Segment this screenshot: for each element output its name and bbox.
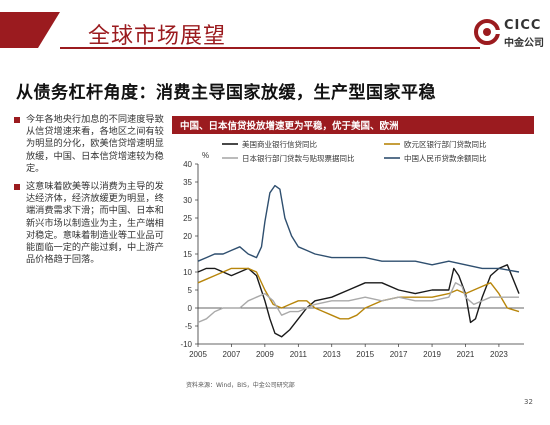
y-tick-label: 10 (183, 268, 192, 277)
y-tick-label: 20 (183, 232, 192, 241)
source-note: 资料来源：Wind，BIS，中金公司研究部 (186, 382, 295, 389)
slide-subtitle: 从债务杠杆角度：消费主导国家放缓，生产型国家平稳 (16, 83, 436, 103)
header-band: 全球市场展望 (0, 0, 550, 62)
x-tick-label: 2013 (323, 350, 341, 359)
y-tick-label: 30 (183, 196, 192, 205)
y-tick-label: 35 (183, 178, 192, 187)
chart-title: 中国、日本信贷投放增速更为平稳，优于美国、欧洲 (180, 121, 399, 132)
x-tick-label: 2017 (390, 350, 408, 359)
y-tick-label: 5 (188, 286, 193, 295)
y-axis-unit-label: % (202, 151, 209, 160)
bullet-item: 今年各地央行加息的不同速度导致从信贷增速来看，各地区之间有较为明显的分化，欧美信… (14, 114, 169, 175)
x-tick-label: 2007 (223, 350, 241, 359)
x-tick-label: 2023 (490, 350, 508, 359)
x-tick-label: 2009 (256, 350, 274, 359)
y-tick-label: -5 (185, 322, 193, 331)
logo-text-en: CICC (504, 18, 542, 33)
bullet-list: 今年各地央行加息的不同速度导致从信贷增速来看，各地区之间有较为明显的分化，欧美信… (14, 114, 169, 272)
legend-label-4: 中国人民币贷款余额同比 (404, 153, 487, 163)
brand-logo: CICC 中金公司 (474, 16, 544, 50)
x-tick-label: 2005 (189, 350, 207, 359)
page-number: 32 (524, 398, 533, 406)
header-accent-triangle (38, 12, 60, 48)
series-line-2 (197, 267, 520, 320)
bullet-square-icon (14, 117, 20, 123)
legend-label-1: 美国商业银行信贷同比 (242, 139, 317, 149)
bullet-item: 这意味着欧美等以消费为主导的发达经济体，经济放缓更为明显，终端消费需求下滑；而中… (14, 181, 169, 266)
bullet-text: 这意味着欧美等以消费为主导的发达经济体，经济放缓更为明显，终端消费需求下滑；而中… (26, 181, 164, 266)
series-line-3 (197, 282, 519, 324)
x-tick-label: 2021 (457, 350, 475, 359)
y-tick-label: 25 (183, 214, 192, 223)
y-tick-label: 15 (183, 250, 192, 259)
bullet-square-icon (14, 184, 20, 191)
legend-label-3: 日本银行部门贷款与贴现票据同比 (242, 153, 355, 163)
logo-text-cn: 中金公司 (504, 38, 544, 49)
series-line-4 (197, 184, 520, 273)
header-divider (60, 47, 480, 49)
chart-title-banner: 中国、日本信贷投放增速更为平稳，优于美国、欧洲 (172, 116, 534, 134)
y-tick-label: -10 (180, 340, 192, 349)
credit-growth-line-chart: % -10 -5 0 5 10 15 20 25 30 35 40 2005 2007 2009 2011 20… (180, 139, 524, 359)
series-line-1 (197, 264, 520, 338)
y-tick-label: 0 (188, 304, 193, 313)
legend-label-2: 欧元区银行部门贷款同比 (404, 139, 487, 149)
logo-mark-icon (474, 19, 500, 45)
x-tick-label: 2011 (290, 350, 308, 359)
header-accent-bar (0, 12, 38, 48)
y-tick-label: 40 (183, 160, 192, 169)
x-tick-label: 2019 (423, 350, 441, 359)
bullet-text: 今年各地央行加息的不同速度导致从信贷增速来看，各地区之间有较为明显的分化，欧美信… (26, 114, 164, 174)
x-tick-label: 2015 (356, 350, 374, 359)
page-title: 全球市场展望 (88, 24, 227, 49)
